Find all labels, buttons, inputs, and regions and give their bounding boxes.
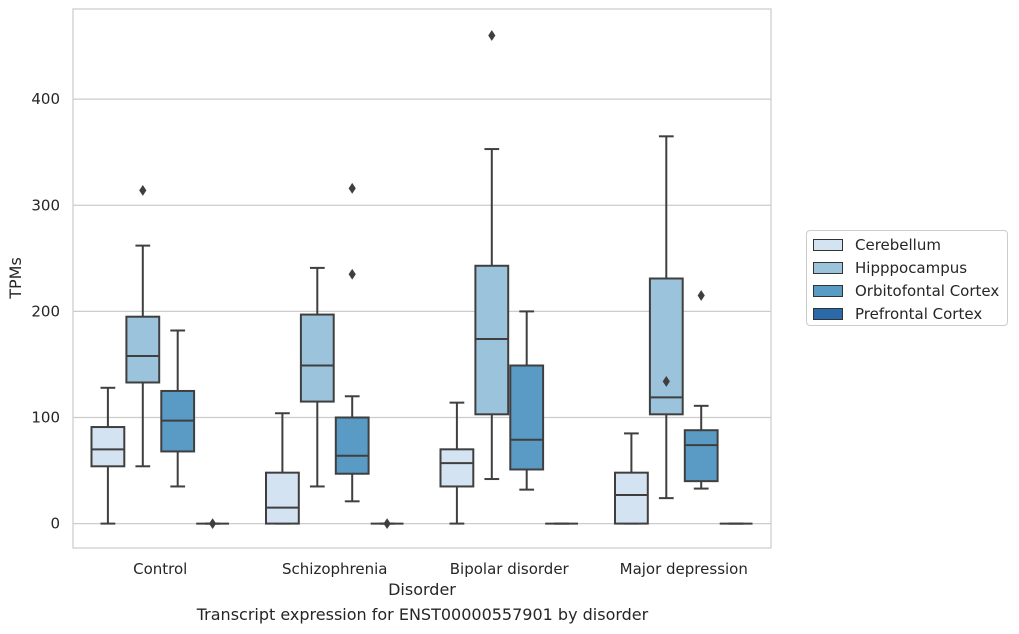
box-iqr [474,264,510,416]
box-iqr [90,426,126,468]
outlier-point [697,290,705,301]
box-iqr [299,313,335,403]
x-tick-labels: Control Schizophrenia Bipolar disorder Majo… [133,560,748,578]
outlier-point [348,182,356,194]
box-iqr [125,315,161,384]
y-tick-label: 0 [50,515,60,533]
legend-item-cerebellum: Cerebellum [813,235,941,255]
y-tick-label: 300 [31,196,60,214]
legend-item-hippocampus: Hipppocampus [813,258,967,278]
outlier-point [662,376,670,387]
box-iqr [683,429,719,483]
legend-item-orbitofrontal: Orbitofontal Cortex [813,281,999,301]
legend-swatch-orbitofrontal [813,285,843,297]
box-0-3 [196,518,230,529]
y-tick-labels: 0 100 200 300 400 [31,90,60,532]
legend-swatch-hippocampus [813,262,843,274]
box-layer [90,30,753,529]
outlier-point [209,518,217,529]
y-tick-label: 100 [31,408,60,426]
box-2-1 [474,30,510,481]
outlier-point [383,518,391,529]
box-1-2 [334,182,370,503]
legend-swatch-cerebellum [813,239,843,251]
plot-frame [72,8,772,549]
x-tick-label: Bipolar disorder [450,560,570,578]
box-3-1 [648,135,684,500]
box-0-2 [160,329,196,488]
box-1-1 [299,266,335,488]
box-iqr [334,416,370,475]
box-2-2 [509,310,545,491]
y-tick-label: 200 [31,302,60,320]
legend-label-orbitofrontal: Orbitofontal Cortex [855,282,1000,300]
outlier-point [139,185,147,196]
box-iqr [648,277,684,416]
outlier-point [488,30,496,41]
box-1-0 [264,412,300,525]
legend-item-prefrontal: Prefrontal Cortex [813,304,982,324]
box-iqr [264,471,300,525]
x-tick-label: Major depression [620,560,748,578]
box-0-0 [90,386,126,525]
legend-label-prefrontal: Prefrontal Cortex [855,305,983,323]
legend: Cerebellum Hipppocampus Orbitofontal Cor… [806,230,1008,326]
x-tick-label: Control [133,560,187,578]
box-0-1 [125,185,161,468]
legend-label-cerebellum: Cerebellum [855,236,941,254]
legend-swatch-prefrontal [813,308,843,320]
box-iqr [509,364,545,471]
box-3-2 [683,290,719,490]
y-tick-label: 400 [31,90,60,108]
box-1-3 [370,518,404,529]
legend-label-hippocampus: Hipppocampus [855,259,968,277]
x-axis-title: Disorder [388,580,456,599]
outlier-point [348,268,356,280]
x-tick-label: Schizophrenia [282,560,387,578]
box-3-0 [613,432,649,525]
box-2-0 [439,401,475,525]
figure-caption: Transcript expression for ENST0000055790… [196,605,649,624]
box-iqr [439,448,475,488]
box-iqr [613,471,649,525]
y-axis-title: TPMs [6,257,25,300]
